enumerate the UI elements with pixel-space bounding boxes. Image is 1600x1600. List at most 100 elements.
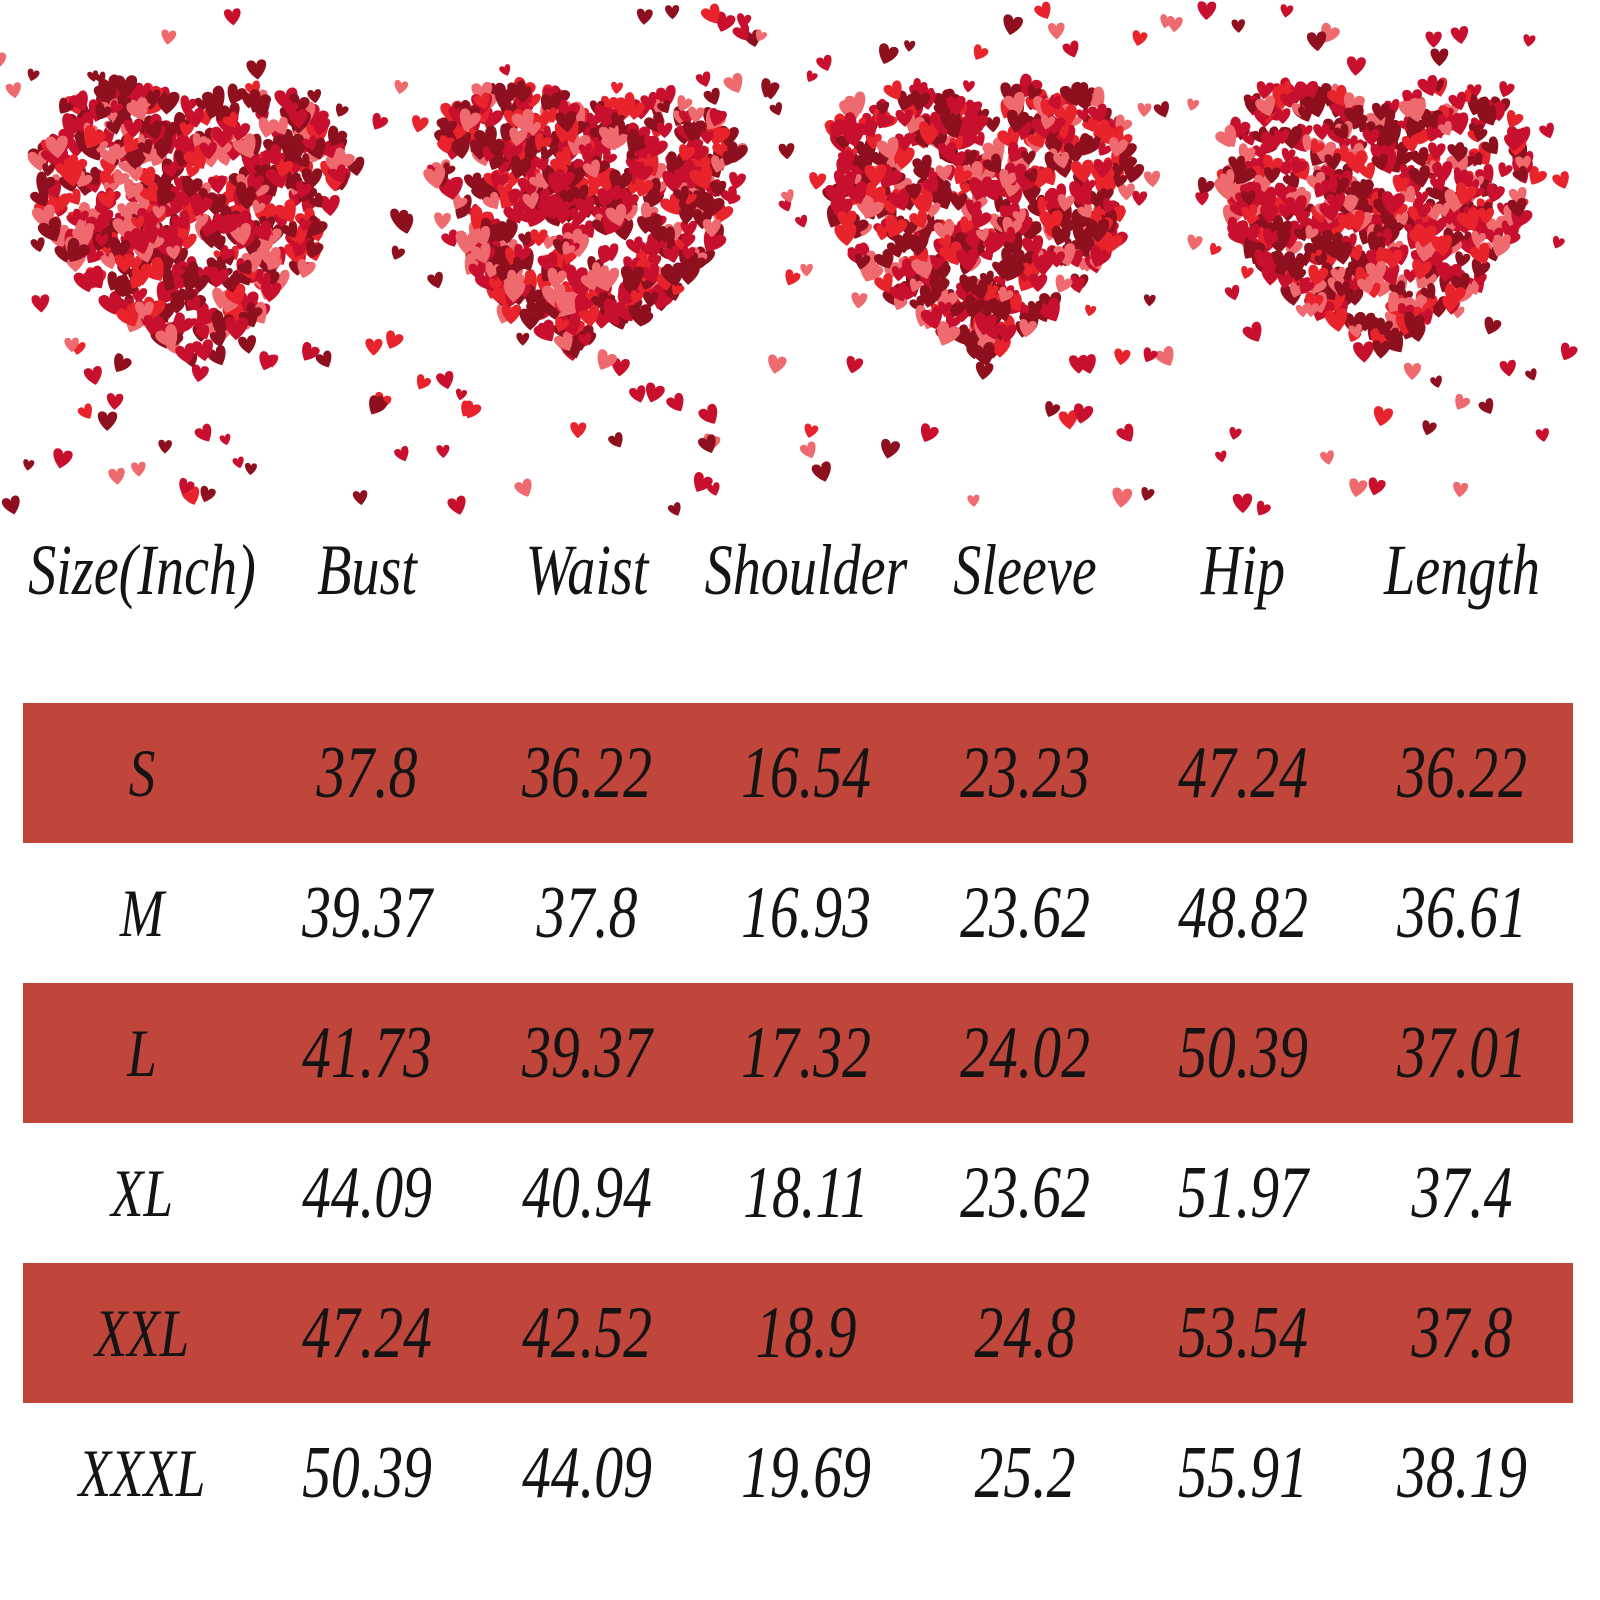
heart-icon — [307, 89, 322, 104]
hip-cell: 50.39 — [1178, 1011, 1308, 1094]
heart-icon — [137, 138, 153, 155]
heart-icon — [640, 92, 657, 111]
heart-icon — [184, 107, 204, 128]
heart-icon — [394, 445, 409, 462]
heart-icon — [526, 296, 547, 319]
heart-icon — [95, 102, 113, 120]
heart-icon — [45, 135, 68, 159]
heart-icon — [158, 439, 172, 454]
heart-icon — [485, 261, 501, 278]
heart-icon — [66, 212, 80, 227]
heart-icon — [0, 51, 7, 71]
heart-icon — [528, 172, 544, 188]
heart-icon — [328, 125, 348, 147]
heart-icon — [471, 225, 491, 246]
heart-icon — [5, 82, 21, 99]
heart-icon — [190, 192, 213, 217]
heart-icon — [195, 214, 209, 228]
heart-icon — [30, 237, 45, 253]
heart-icon — [522, 192, 539, 210]
heart-icon — [109, 237, 131, 260]
heart-icon — [636, 161, 654, 180]
heart-icon — [555, 111, 577, 133]
heart-icon — [459, 108, 481, 131]
heart-icon — [31, 294, 50, 313]
heart-icon — [292, 242, 307, 257]
hip-cell: 47.24 — [1178, 731, 1308, 814]
heart-icon — [53, 448, 73, 469]
heart-icon — [183, 144, 207, 169]
heart-icon — [170, 288, 186, 305]
heart-icon — [64, 337, 79, 353]
heart-icon — [113, 75, 138, 99]
heart-icon — [443, 162, 456, 176]
heart-icon — [108, 467, 125, 485]
heart-icon — [879, 43, 899, 65]
heart-icon — [232, 456, 244, 469]
heart-icon — [533, 319, 555, 342]
heart-icon — [183, 276, 198, 292]
heart-icon — [295, 153, 310, 168]
heart-icon — [461, 400, 477, 417]
heart-icon — [209, 330, 226, 347]
heart-icon — [601, 133, 618, 151]
heart-icon — [42, 163, 56, 177]
heart-icon — [732, 22, 750, 41]
heart-icon — [806, 70, 818, 83]
heart-icon — [181, 175, 203, 198]
sleeve-cell: 23.62 — [960, 871, 1090, 954]
heart-icon — [179, 122, 195, 137]
size-cell: XXXL — [78, 1434, 206, 1511]
heart-icon — [110, 99, 124, 114]
size-cell: M — [119, 874, 165, 951]
heart-icon — [95, 233, 109, 247]
heart-icon — [297, 259, 316, 279]
heart-icon — [201, 85, 225, 110]
heart-clusters-graphic — [0, 1, 1578, 516]
heart-icon — [275, 158, 294, 177]
heart-icon — [1045, 401, 1061, 417]
heart-icon — [800, 263, 813, 277]
heart-icon — [179, 477, 195, 495]
waist-cell: 40.94 — [522, 1151, 652, 1234]
heart-icon — [227, 83, 247, 104]
heart-icon — [673, 185, 689, 203]
heart-icon — [106, 393, 124, 410]
heart-icon — [570, 422, 587, 439]
heart-icon — [514, 85, 532, 103]
heart-icon — [200, 485, 216, 503]
bust-cell: 37.8 — [316, 731, 418, 814]
heart-icon — [578, 143, 592, 157]
heart-icon — [702, 219, 722, 238]
heart-icon — [534, 132, 552, 151]
heart-icon — [328, 164, 347, 183]
heart-icon — [171, 210, 190, 230]
heart-icon — [166, 245, 181, 260]
heart-icon — [769, 102, 783, 116]
heart-icon — [580, 271, 599, 291]
hip-cell: 48.82 — [1178, 871, 1308, 954]
heart-icon — [904, 40, 916, 52]
heart-icon — [161, 29, 177, 45]
heart-icon — [427, 271, 443, 289]
heart-icon — [688, 251, 707, 271]
hearts-banner — [0, 0, 1600, 530]
heart-icon — [394, 80, 409, 95]
heart-icon — [97, 189, 115, 209]
table-header-row: Size(Inch) Bust Waist Shoulder Sleeve Hi… — [0, 500, 1600, 640]
heart-icon — [386, 330, 404, 349]
heart-icon — [84, 125, 106, 149]
heart-icon — [537, 251, 558, 274]
heart-icon — [83, 366, 102, 385]
heart-icon — [778, 143, 795, 160]
waist-cell: 39.37 — [522, 1011, 652, 1094]
heart-icon — [645, 382, 665, 403]
heart-icon — [261, 144, 281, 166]
heart-icon — [463, 172, 482, 191]
heart-icon — [729, 171, 746, 190]
heart-icon — [174, 312, 195, 334]
heart-icon — [284, 99, 299, 114]
heart-icon — [139, 181, 159, 202]
heart-icon — [391, 245, 405, 260]
heart-icon — [755, 29, 768, 42]
